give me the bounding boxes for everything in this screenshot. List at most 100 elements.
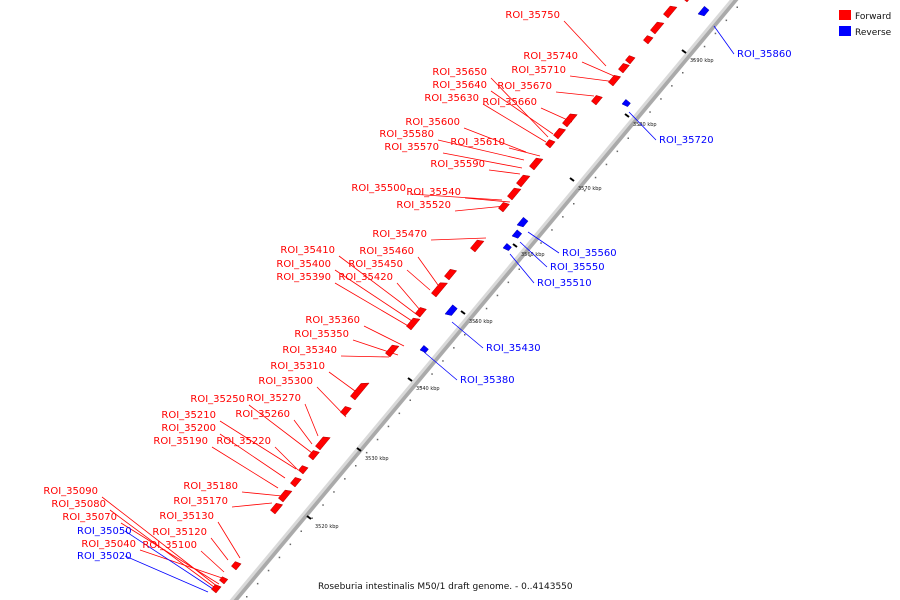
forward-gene-label: ROI_35300 <box>258 376 313 387</box>
forward-gene-label: ROI_35520 <box>396 200 451 211</box>
tick-label: 3570 kbp <box>578 186 602 192</box>
minor-tick <box>464 334 466 336</box>
minor-tick <box>682 72 684 74</box>
forward-gene <box>562 113 578 128</box>
forward-label-leader <box>304 403 319 437</box>
reverse-label-leader <box>423 351 458 381</box>
reverse-gene-label: ROI_35020 <box>77 551 132 562</box>
reverse-gene <box>511 229 523 239</box>
forward-label-leader <box>334 282 411 328</box>
forward-gene <box>406 317 421 331</box>
minor-tick <box>431 373 433 375</box>
tick-label: 3580 kbp <box>633 122 657 128</box>
forward-label-leader <box>101 496 219 588</box>
forward-label-leader <box>490 77 549 138</box>
genome-backbone <box>229 0 734 600</box>
forward-gene <box>315 436 331 451</box>
forward-gene <box>529 157 544 171</box>
minor-tick <box>671 85 673 87</box>
forward-label-leader <box>508 147 541 157</box>
reverse-gene-label: ROI_35510 <box>537 278 592 289</box>
forward-label-leader <box>396 282 421 311</box>
forward-gene-label: ROI_35570 <box>384 142 439 153</box>
forward-gene-label: ROI_35350 <box>294 329 349 340</box>
forward-label-leader <box>241 491 283 497</box>
forward-label-leader <box>488 169 521 175</box>
tick-label: 3530 kbp <box>365 456 389 462</box>
forward-label-leader <box>563 20 607 67</box>
minor-tick <box>420 386 422 388</box>
minor-tick <box>627 137 629 139</box>
forward-gene-label: ROI_35180 <box>183 481 238 492</box>
forward-label-leader <box>442 152 523 169</box>
forward-label-leader <box>482 103 547 143</box>
minor-tick <box>703 45 706 48</box>
forward-gene-label: ROI_35120 <box>152 527 207 538</box>
reverse-gene-label: ROI_35550 <box>550 262 605 273</box>
minor-tick <box>453 347 455 349</box>
minor-tick <box>562 216 564 218</box>
forward-gene-label: ROI_35650 <box>432 67 487 78</box>
forward-gene-label: ROI_35040 <box>81 539 136 550</box>
minor-tick <box>551 229 553 231</box>
minor-tick <box>300 530 302 532</box>
minor-tick <box>344 478 346 480</box>
minor-tick <box>616 150 619 153</box>
minor-tick <box>649 111 651 113</box>
legend-reverse-label: Reverse <box>855 28 892 38</box>
forward-gene-label: ROI_35540 <box>406 187 461 198</box>
forward-gene <box>415 307 427 318</box>
forward-label-leader <box>248 404 317 457</box>
minor-tick <box>605 163 608 166</box>
tick-label: 3540 kbp <box>416 386 440 392</box>
forward-label-leader <box>217 521 241 559</box>
forward-gene <box>270 502 284 515</box>
forward-gene <box>618 63 630 74</box>
forward-label-leader <box>334 269 413 322</box>
forward-label-leader <box>363 325 405 347</box>
reverse-label-leader <box>628 111 657 141</box>
forward-gene-label: ROI_35660 <box>482 97 537 108</box>
forward-gene-label: ROI_35090 <box>43 486 98 497</box>
forward-gene <box>290 477 302 488</box>
forward-label-leader <box>406 269 431 291</box>
genome-caption: Roseburia intestinalis M50/1 draft genom… <box>318 582 573 592</box>
forward-label-leader <box>210 537 229 561</box>
forward-gene <box>298 465 309 475</box>
minor-tick <box>485 307 488 310</box>
minor-tick <box>660 98 662 100</box>
tick-mark <box>460 310 466 315</box>
reverse-label-leader <box>527 231 560 254</box>
forward-gene-label: ROI_35470 <box>372 229 427 240</box>
genome-backbone-shadow <box>230 0 739 600</box>
minor-tick <box>474 320 477 323</box>
forward-gene-label: ROI_35250 <box>190 394 245 405</box>
minor-tick <box>573 203 575 205</box>
reverse-gene <box>621 99 631 107</box>
forward-gene-label: ROI_35420 <box>338 272 393 283</box>
forward-gene <box>219 576 229 585</box>
forward-gene <box>350 382 370 401</box>
tick-mark <box>306 515 312 520</box>
reverse-label-leader <box>124 530 214 590</box>
forward-gene <box>278 489 293 503</box>
forward-gene-label: ROI_35590 <box>430 159 485 170</box>
forward-label-leader <box>200 550 225 573</box>
minor-tick <box>529 255 531 257</box>
minor-tick <box>594 176 597 179</box>
forward-label-leader <box>569 75 617 83</box>
forward-gene <box>211 584 222 594</box>
forward-gene-label: ROI_35270 <box>246 393 301 404</box>
forward-gene <box>608 74 622 87</box>
legend: Forward Reverse <box>839 10 892 38</box>
forward-gene-label: ROI_35450 <box>348 259 403 270</box>
forward-label-leader <box>437 139 525 161</box>
forward-gene <box>643 35 654 45</box>
legend-reverse-swatch <box>839 26 851 36</box>
tick-mark <box>681 49 687 54</box>
tick-mark <box>356 447 362 452</box>
forward-gene <box>470 239 485 253</box>
forward-gene-label: ROI_35460 <box>359 246 414 257</box>
tick-label: 3520 kbp <box>315 524 339 530</box>
reverse-gene <box>697 5 710 17</box>
